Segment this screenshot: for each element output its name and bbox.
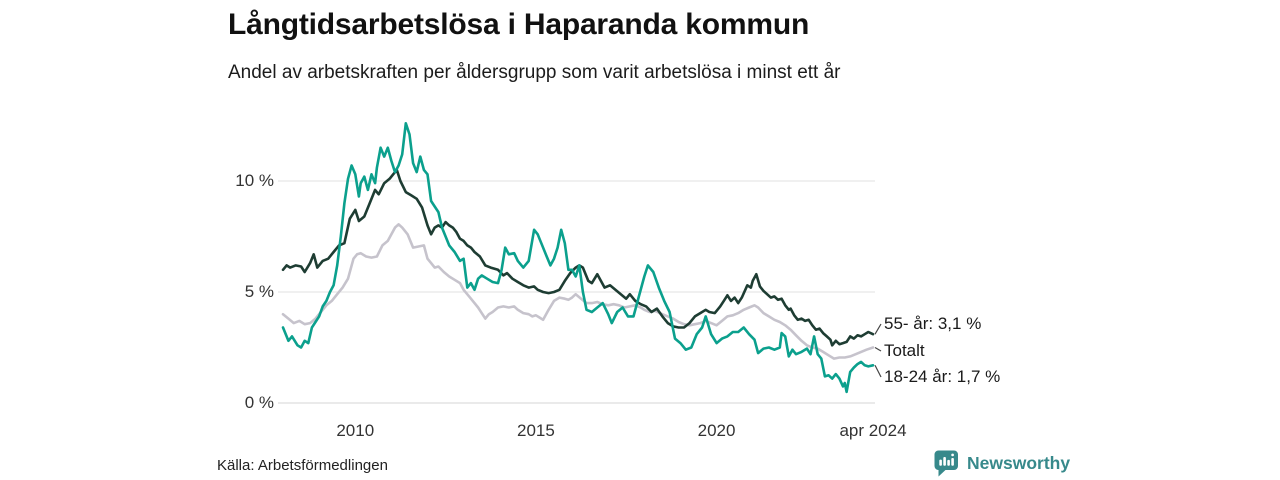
x-axis-tick-label: apr 2024 bbox=[839, 421, 907, 440]
series-end-label-55-r: 55- år: 3,1 % bbox=[884, 314, 982, 333]
label-connector bbox=[874, 346, 882, 352]
y-axis-tick-label: 0 % bbox=[244, 393, 274, 412]
chart-title: Långtidsarbetslösa i Haparanda kommun bbox=[228, 8, 810, 41]
x-axis-tick-label: 2010 bbox=[336, 421, 375, 440]
chart-subtitle: Andel av arbetskraften per åldersgrupp s… bbox=[228, 62, 841, 83]
brand-name: Newsworthy bbox=[967, 453, 1071, 473]
x-axis-tick-label: 2015 bbox=[516, 421, 555, 440]
source-note: Källa: Arbetsförmedlingen bbox=[217, 457, 388, 474]
series-end-label-totalt: Totalt bbox=[884, 341, 925, 360]
y-axis-tick-label: 10 % bbox=[235, 171, 274, 190]
label-connector bbox=[874, 364, 882, 378]
series-line-18-24-r bbox=[281, 122, 875, 394]
brand-lockup: Newsworthy bbox=[934, 450, 1070, 477]
bar-chart-speech-bubble-icon bbox=[934, 450, 959, 477]
x-axis-tick-label: 2020 bbox=[697, 421, 736, 440]
y-axis-tick-label: 5 % bbox=[244, 282, 274, 301]
series-line-55-r bbox=[281, 168, 875, 347]
label-connector bbox=[874, 323, 882, 335]
series-line-totalt bbox=[281, 223, 875, 360]
series-end-label-18-24-r: 18-24 år: 1,7 % bbox=[884, 367, 1001, 386]
